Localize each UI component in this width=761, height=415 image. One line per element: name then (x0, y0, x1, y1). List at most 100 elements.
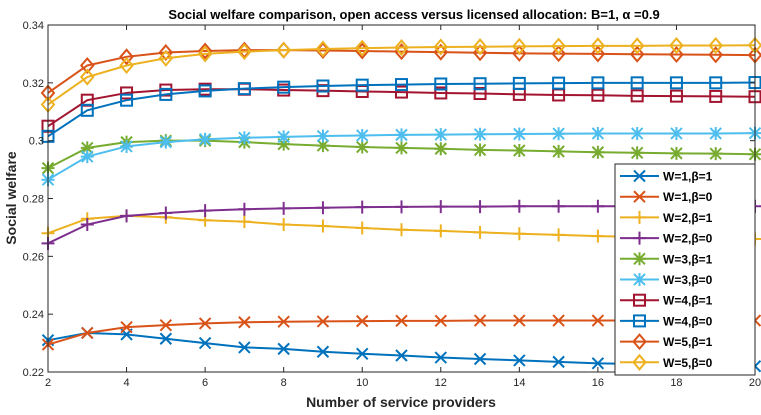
y-axis-label: Social welfare (3, 151, 19, 245)
data-point (552, 127, 566, 141)
data-point (119, 48, 134, 66)
data-point (434, 142, 448, 156)
data-point (551, 45, 566, 63)
data-point (434, 86, 448, 100)
data-point (158, 43, 174, 62)
data-point (512, 37, 527, 55)
x-tick-label: 8 (281, 377, 287, 389)
legend-item: W=4,β=0 (620, 314, 713, 328)
data-point (237, 131, 251, 145)
data-point (472, 38, 488, 56)
data-point (316, 129, 330, 143)
data-point (80, 150, 94, 164)
legend-label: W=4,β=1 (663, 294, 713, 308)
data-point (513, 314, 526, 327)
data-point (473, 225, 487, 239)
data-point (159, 318, 173, 332)
legend-marker (633, 314, 646, 328)
legend-label: W=5,β=0 (663, 356, 713, 370)
data-point (238, 341, 251, 354)
data-point (552, 228, 566, 242)
data-point (512, 44, 527, 62)
data-point (434, 224, 448, 238)
data-point (512, 76, 526, 90)
data-point (120, 93, 134, 107)
legend-item: W=5,β=1 (620, 333, 713, 351)
data-point (591, 126, 605, 140)
legend-item: W=5,β=0 (620, 353, 713, 371)
data-point (473, 314, 487, 327)
legend-marker (633, 190, 646, 203)
y-tick-label: 0.3 (29, 136, 44, 148)
data-point (552, 76, 566, 90)
data-point (354, 39, 370, 57)
legend-label: W=2,β=1 (663, 211, 713, 225)
data-point (395, 78, 408, 92)
data-point (434, 314, 447, 328)
data-point (316, 201, 330, 215)
data-point (512, 199, 526, 213)
data-point (473, 127, 487, 141)
data-point (630, 126, 644, 140)
x-tick-label: 20 (749, 377, 761, 389)
data-point (198, 336, 212, 350)
x-tick-label: 2 (45, 377, 51, 389)
series-line (47, 88, 756, 128)
legend-label: W=2,β=0 (663, 232, 713, 246)
y-tick-label: 0.22 (23, 367, 44, 379)
data-point (434, 77, 448, 91)
legend-item: W=3,β=1 (620, 252, 713, 266)
data-point (277, 137, 291, 151)
data-point (591, 199, 605, 213)
data-point (473, 87, 487, 101)
legend-marker (632, 333, 647, 351)
legend-marker (632, 353, 647, 371)
legend-marker (633, 210, 646, 224)
x-tick-label: 18 (670, 377, 682, 389)
data-point (473, 77, 487, 91)
data-point (159, 135, 173, 149)
data-point (198, 204, 212, 218)
data-point (394, 39, 409, 57)
data-point (198, 132, 212, 146)
data-point (629, 45, 645, 63)
data-point (159, 87, 173, 101)
series-8 (41, 76, 761, 143)
legend-item: W=2,β=0 (620, 231, 713, 246)
data-point (395, 223, 408, 237)
legend-marker (633, 273, 646, 286)
data-point (630, 76, 644, 90)
data-point (80, 103, 94, 117)
data-point (277, 130, 291, 144)
data-point (669, 76, 683, 90)
data-point (395, 141, 408, 155)
data-point (355, 78, 369, 92)
data-point (473, 143, 487, 157)
data-point (237, 202, 251, 216)
legend-label: W=1,β=1 (663, 170, 713, 184)
data-point (591, 357, 605, 370)
data-point (315, 40, 331, 58)
x-tick-label: 4 (123, 377, 129, 389)
legend-label: W=1,β=0 (663, 190, 713, 204)
data-point (80, 218, 94, 232)
data-point (591, 229, 605, 243)
data-point (237, 215, 251, 229)
data-point (276, 41, 291, 59)
legend-marker (633, 252, 646, 266)
legend-label: W=5,β=1 (663, 335, 713, 349)
data-point (512, 127, 526, 141)
data-point (197, 45, 213, 63)
data-point (551, 37, 566, 55)
data-point (552, 355, 565, 369)
x-tick-label: 16 (592, 377, 604, 389)
legend-item: W=2,β=1 (620, 211, 713, 225)
data-point (669, 89, 683, 103)
x-tick-label: 10 (356, 377, 368, 389)
data-point (238, 316, 251, 329)
x-axis-label: Number of service providers (306, 394, 496, 410)
data-point (434, 128, 448, 142)
data-point (277, 218, 291, 232)
data-point (356, 314, 369, 328)
